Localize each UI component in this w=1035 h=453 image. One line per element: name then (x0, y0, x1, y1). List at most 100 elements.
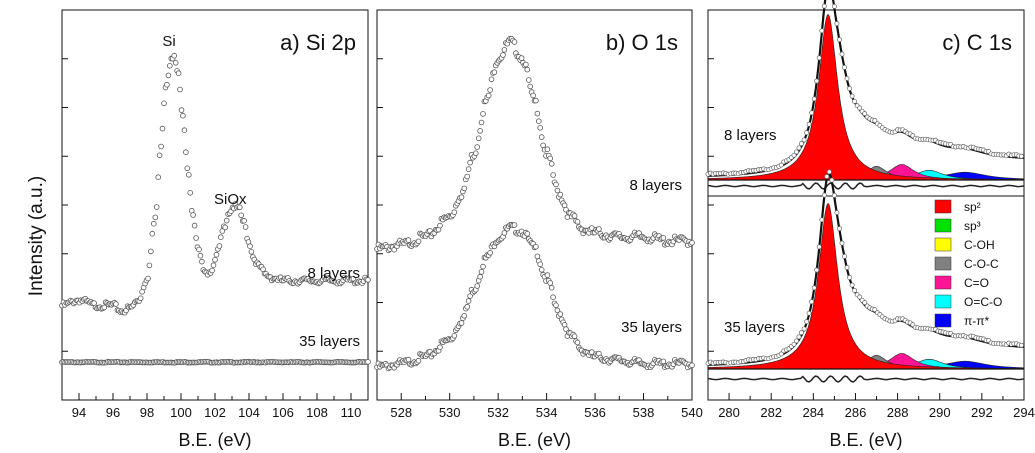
data-point-35-layers (474, 283, 481, 289)
component-sp² (707, 202, 1025, 370)
subplot-8-layers: 8 layers (705, 0, 1025, 190)
legend-swatch (934, 313, 952, 328)
data-point-8-layers (660, 235, 667, 241)
data-point-8-layers (164, 81, 170, 88)
data-point-35-layers (554, 307, 561, 314)
data-point (809, 110, 815, 116)
data-point (847, 86, 853, 91)
y-axis-label: Intensity (a.u.) (26, 176, 47, 296)
data-point-35-layers (487, 250, 493, 256)
data-point (852, 287, 858, 293)
data-point-8-layers (465, 166, 472, 172)
annotation-si: Si (162, 33, 175, 50)
data-point (804, 319, 810, 325)
data-point-8-layers (527, 83, 533, 90)
data-point-8-layers (437, 222, 443, 229)
x-tick-label: 292 (971, 405, 993, 420)
data-point-8-layers (158, 143, 164, 150)
data-point (834, 210, 840, 216)
data-point-8-layers (533, 97, 539, 104)
panel-o-1s: 528 530 532 534 536 538 540 B.E. (eV) b) O 1s 8 l… (374, 9, 703, 450)
data-point-8-layers (538, 134, 545, 140)
legend-swatch (934, 256, 952, 271)
data-point-8-layers (199, 258, 205, 265)
data-point-8-layers (161, 100, 167, 107)
legend-label: O=C-O (964, 295, 1002, 309)
data-point (821, 3, 827, 9)
panel-si-2p: 94 96 98 100 102 104 106 108 110 B.E. (eV) a) Si 2… (59, 9, 371, 450)
x-tick-label: 286 (845, 405, 867, 420)
panel-title: b) O 1s (606, 30, 678, 55)
legend-label: sp² (964, 200, 981, 214)
data-point-35-layers (537, 261, 543, 268)
data-point-35-layers (524, 231, 531, 237)
data-point (794, 149, 799, 155)
residual-line (707, 375, 1025, 383)
data-point (844, 76, 850, 81)
x-tick-label: 534 (536, 405, 558, 420)
data-point (862, 300, 868, 306)
data-point-8-layers (689, 240, 695, 246)
data-point-35-layers (534, 253, 541, 260)
legend: sp² sp³ C-OH C-O-C C=O O=C-O π-π* (934, 199, 1002, 328)
data-point-8-layers (458, 194, 465, 201)
data-point (811, 285, 817, 291)
data-point-8-layers (501, 47, 508, 53)
x-tick-label: 104 (238, 405, 260, 420)
data-point-35-layers (461, 312, 468, 319)
x-tick-label: 536 (584, 405, 606, 420)
data-point-8-layers (181, 127, 188, 133)
x-tick-label: 280 (718, 405, 740, 420)
annotation-siox: SiOx (214, 191, 247, 208)
data-point-35-layers (451, 332, 458, 339)
data-point (837, 37, 842, 43)
data-point-35-layers (571, 333, 578, 340)
data-point (806, 310, 812, 316)
data-point (831, 192, 837, 198)
series-label-35-layers: 35 layers (299, 333, 360, 350)
data-point-8-layers (167, 63, 173, 69)
data-point-8-layers (415, 238, 422, 245)
data-point (826, 169, 832, 175)
data-point (804, 130, 810, 136)
x-tick-label: 98 (140, 405, 154, 420)
data-point-35-layers (689, 362, 695, 369)
data-point-35-layers (464, 303, 471, 310)
data-point (824, 174, 830, 179)
data-point-8-layers (152, 214, 159, 221)
data-point-8-layers (101, 304, 108, 311)
panel-title: a) Si 2p (280, 30, 356, 55)
data-point-8-layers (537, 125, 543, 131)
data-point-8-layers (596, 226, 602, 232)
data-point-8-layers (574, 219, 581, 225)
data-point-8-layers (365, 277, 371, 283)
data-point (844, 265, 850, 270)
x-tick-label: 294 (1013, 405, 1035, 420)
data-point-8-layers (238, 212, 245, 219)
data-point-8-layers (554, 187, 561, 194)
data-point-8-layers (535, 118, 542, 124)
data-point (816, 244, 822, 250)
x-tick-label: 284 (802, 405, 824, 420)
x-tick-label: 282 (760, 405, 782, 420)
data-point (796, 145, 802, 151)
data-point-8-layers (464, 173, 471, 180)
data-point-8-layers (474, 144, 481, 150)
x-tick-label: 108 (306, 405, 328, 420)
data-point (852, 98, 858, 104)
data-point-8-layers (149, 230, 156, 237)
data-point (1019, 153, 1024, 159)
series-label-8-layers: 8 layers (307, 265, 360, 282)
data-point-8-layers (197, 252, 204, 259)
data-point-8-layers (241, 217, 247, 224)
legend-swatch (934, 294, 952, 309)
series-label-8-layers: 8 layers (724, 127, 777, 144)
data-point (872, 118, 878, 124)
component-sp² (707, 13, 1025, 181)
data-point (837, 226, 842, 232)
x-tick-label: 290 (929, 405, 951, 420)
data-point-8-layers (172, 59, 179, 66)
data-point (809, 299, 815, 305)
data-point-35-layers (478, 269, 485, 275)
data-point-8-layers (487, 87, 493, 93)
